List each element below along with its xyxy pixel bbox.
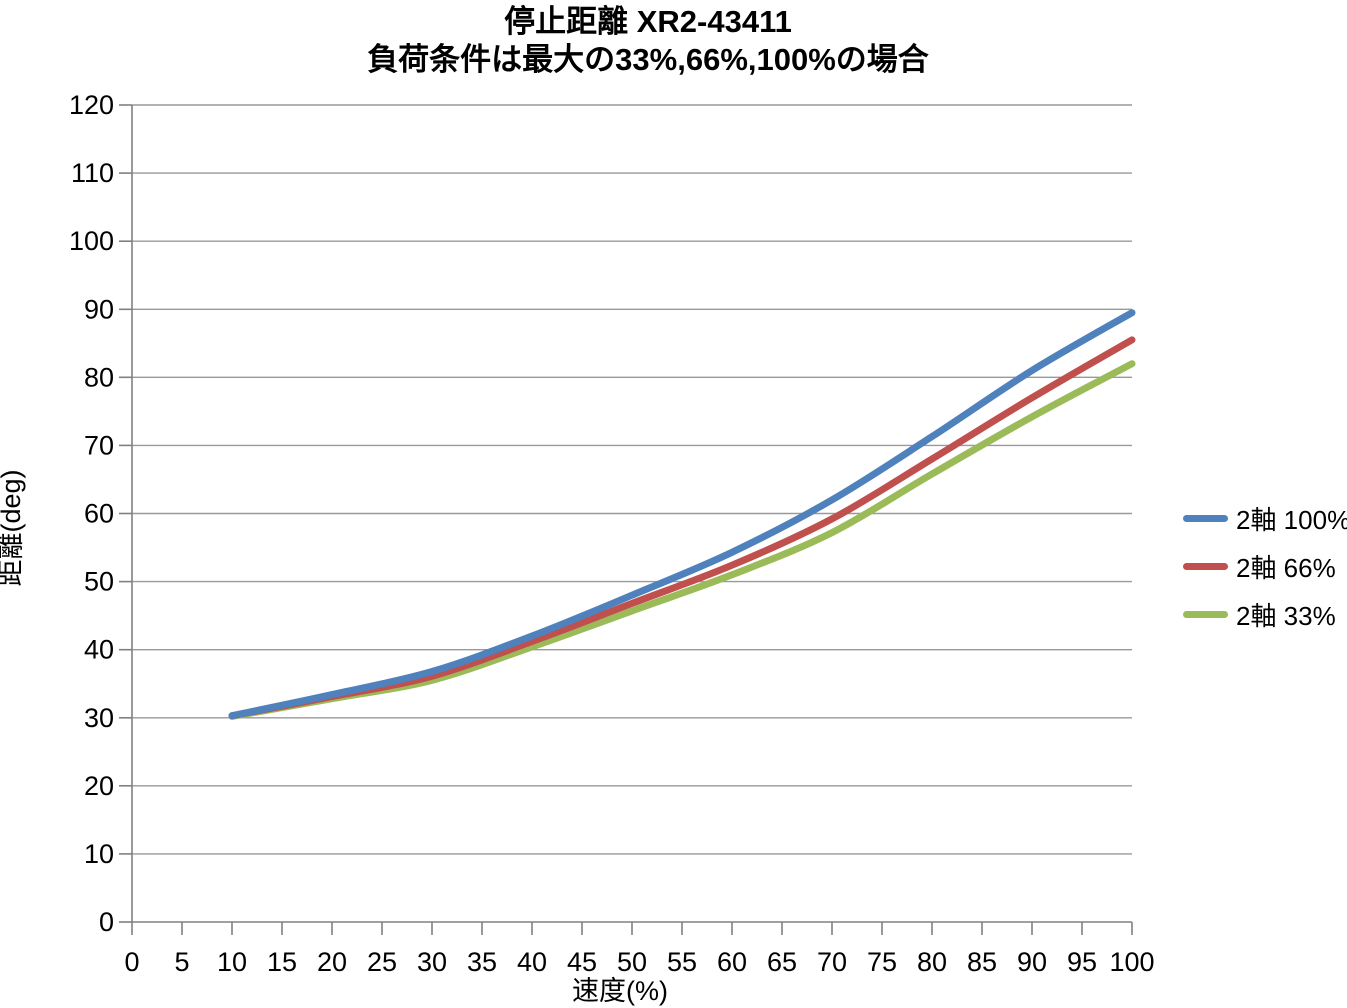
x-tick-label: 0 xyxy=(124,947,139,977)
y-tick-label: 30 xyxy=(84,703,114,733)
y-tick-label: 120 xyxy=(69,90,114,120)
chart-subtitle: 負荷条件は最大の33%,66%,100%の場合 xyxy=(367,42,929,77)
x-tick-label: 50 xyxy=(617,947,647,977)
y-tick-label: 10 xyxy=(84,839,114,869)
y-tick-label: 0 xyxy=(99,907,114,937)
x-tick-label: 65 xyxy=(767,947,797,977)
x-tick-label: 5 xyxy=(174,947,189,977)
series-lines xyxy=(228,309,1136,720)
series-line-0 xyxy=(228,309,1136,720)
x-tick-label: 90 xyxy=(1017,947,1047,977)
x-tick-label: 60 xyxy=(717,947,747,977)
x-tick-label: 30 xyxy=(417,947,447,977)
x-tick-label: 100 xyxy=(1109,947,1154,977)
x-axis-title: 速度(%) xyxy=(572,976,668,1006)
x-tick-label: 20 xyxy=(317,947,347,977)
y-tick-label: 50 xyxy=(84,567,114,597)
legend-label: 2軸 33% xyxy=(1236,600,1336,631)
y-axis-title: 距離(deg) xyxy=(0,469,26,586)
x-tick-label: 95 xyxy=(1067,947,1097,977)
legend-swatch-icon xyxy=(1183,610,1228,618)
y-tick-label: 90 xyxy=(84,294,114,324)
chart-titles: 停止距離 XR2-43411 負荷条件は最大の33%,66%,100%の場合 xyxy=(0,3,1296,79)
x-tick-label: 55 xyxy=(667,947,697,977)
x-tick-label: 25 xyxy=(367,947,397,977)
x-tick-label: 40 xyxy=(517,947,547,977)
y-tick-label: 60 xyxy=(84,499,114,529)
x-tick-label: 10 xyxy=(217,947,247,977)
x-tick-label: 80 xyxy=(917,947,947,977)
x-tick-label: 35 xyxy=(467,947,497,977)
y-tick-label: 70 xyxy=(84,430,114,460)
legend-item-1: 2軸 66% xyxy=(1183,549,1336,583)
x-tick-label: 15 xyxy=(267,947,297,977)
y-tick-label: 20 xyxy=(84,771,114,801)
gridlines xyxy=(132,104,1132,855)
x-tick-labels: 0 5 10 15 20 25 30 35 40 45 50 55 60 65 70 75 80 85 90 95 10… xyxy=(124,922,1155,977)
y-tick-label: 80 xyxy=(84,362,114,392)
x-tick-label: 45 xyxy=(567,947,597,977)
legend-swatch-icon xyxy=(1183,514,1228,522)
y-tick-label: 110 xyxy=(71,158,114,188)
x-tick-label: 75 xyxy=(867,947,897,977)
y-tick-labels: 0 10 20 30 40 50 60 70 80 90 100 110 120 xyxy=(69,90,132,937)
legend-swatch-icon xyxy=(1183,562,1228,570)
legend-label: 2軸 100% xyxy=(1236,504,1347,535)
x-tick-label: 85 xyxy=(967,947,997,977)
y-tick-label: 40 xyxy=(84,635,114,665)
legend-item-2: 2軸 33% xyxy=(1183,597,1336,631)
legend-item-0: 2軸 100% xyxy=(1183,501,1347,535)
chart-title: 停止距離 XR2-43411 xyxy=(504,4,792,39)
legend-label: 2軸 66% xyxy=(1236,552,1336,583)
y-tick-label: 100 xyxy=(69,226,114,256)
x-tick-label: 70 xyxy=(817,947,847,977)
